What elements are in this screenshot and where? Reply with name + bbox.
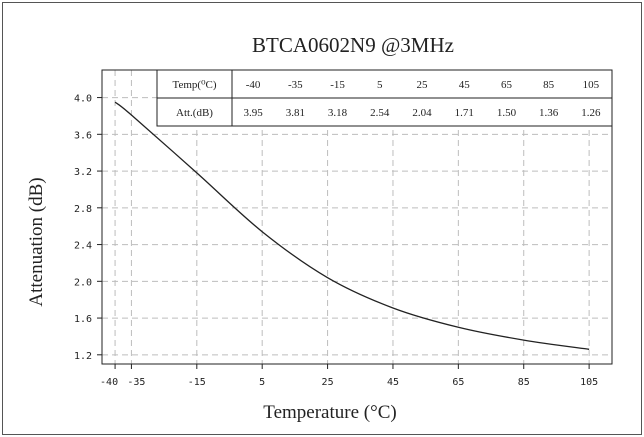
y-tick-label: 1.6: [74, 314, 92, 325]
x-tick-label: 25: [322, 377, 334, 388]
x-tick-label: 5: [259, 377, 265, 388]
y-tick-label: 3.2: [74, 167, 92, 178]
y-tick-label: 3.6: [74, 130, 92, 141]
table-att-cell: 1.26: [581, 107, 601, 119]
x-tick-label: -35: [127, 377, 145, 388]
x-tick-label: -40: [100, 377, 118, 388]
table-temp-header: Temp(⁰C): [173, 79, 217, 91]
table-temp-cell: -15: [330, 79, 345, 91]
table-att-header: Att.(dB): [176, 107, 213, 119]
series: [114, 101, 590, 350]
x-tick-label: 105: [580, 377, 598, 388]
table-temp-cell: 45: [459, 79, 471, 91]
grid: [102, 70, 612, 364]
attenuation-curve: [114, 101, 590, 350]
table-att-cell: 1.36: [539, 107, 559, 119]
table-temp-cell: 25: [417, 79, 429, 91]
x-axis-ticks: -40 -35 -15 5 25 45 65 85 105: [100, 364, 598, 388]
y-tick-label: 1.2: [74, 351, 92, 362]
x-axis-label: Temperature (°C): [263, 402, 396, 423]
x-tick-label: -15: [188, 377, 206, 388]
table-att-cell: 3.81: [286, 107, 305, 119]
table-temp-cell: 65: [501, 79, 513, 91]
table-temp-cell: 105: [583, 79, 600, 91]
y-axis-label: Attenuation (dB): [26, 177, 47, 306]
table-att-cell: 3.95: [243, 107, 263, 119]
y-tick-label: 2.0: [74, 277, 92, 288]
table-temp-cell: 85: [543, 79, 555, 91]
y-tick-label: 4.0: [74, 94, 92, 105]
x-tick-label: 65: [452, 377, 464, 388]
data-table: Temp(⁰C) Att.(dB) -40 3.95 -35 3.81 -15 3.18 5 2.…: [156, 69, 613, 127]
table-temp-cell: -35: [288, 79, 303, 91]
table-att-cell: 2.04: [412, 107, 432, 119]
table-att-cell: 1.71: [455, 107, 474, 119]
y-axis-ticks: 1.2 1.6 2.0 2.4 2.8 3.2 3.6 4.0: [74, 94, 102, 362]
chart-title: BTCA0602N9 @3MHz: [252, 33, 454, 57]
x-tick-label: 45: [387, 377, 399, 388]
y-tick-label: 2.4: [74, 241, 92, 252]
x-tick-label: 85: [518, 377, 530, 388]
table-att-cell: 3.18: [328, 107, 348, 119]
table-temp-cell: -40: [246, 79, 261, 91]
table-temp-cell: 5: [377, 79, 383, 91]
table-att-cell: 1.50: [497, 107, 517, 119]
table-att-cell: 2.54: [370, 107, 390, 119]
y-tick-label: 2.8: [74, 204, 92, 215]
